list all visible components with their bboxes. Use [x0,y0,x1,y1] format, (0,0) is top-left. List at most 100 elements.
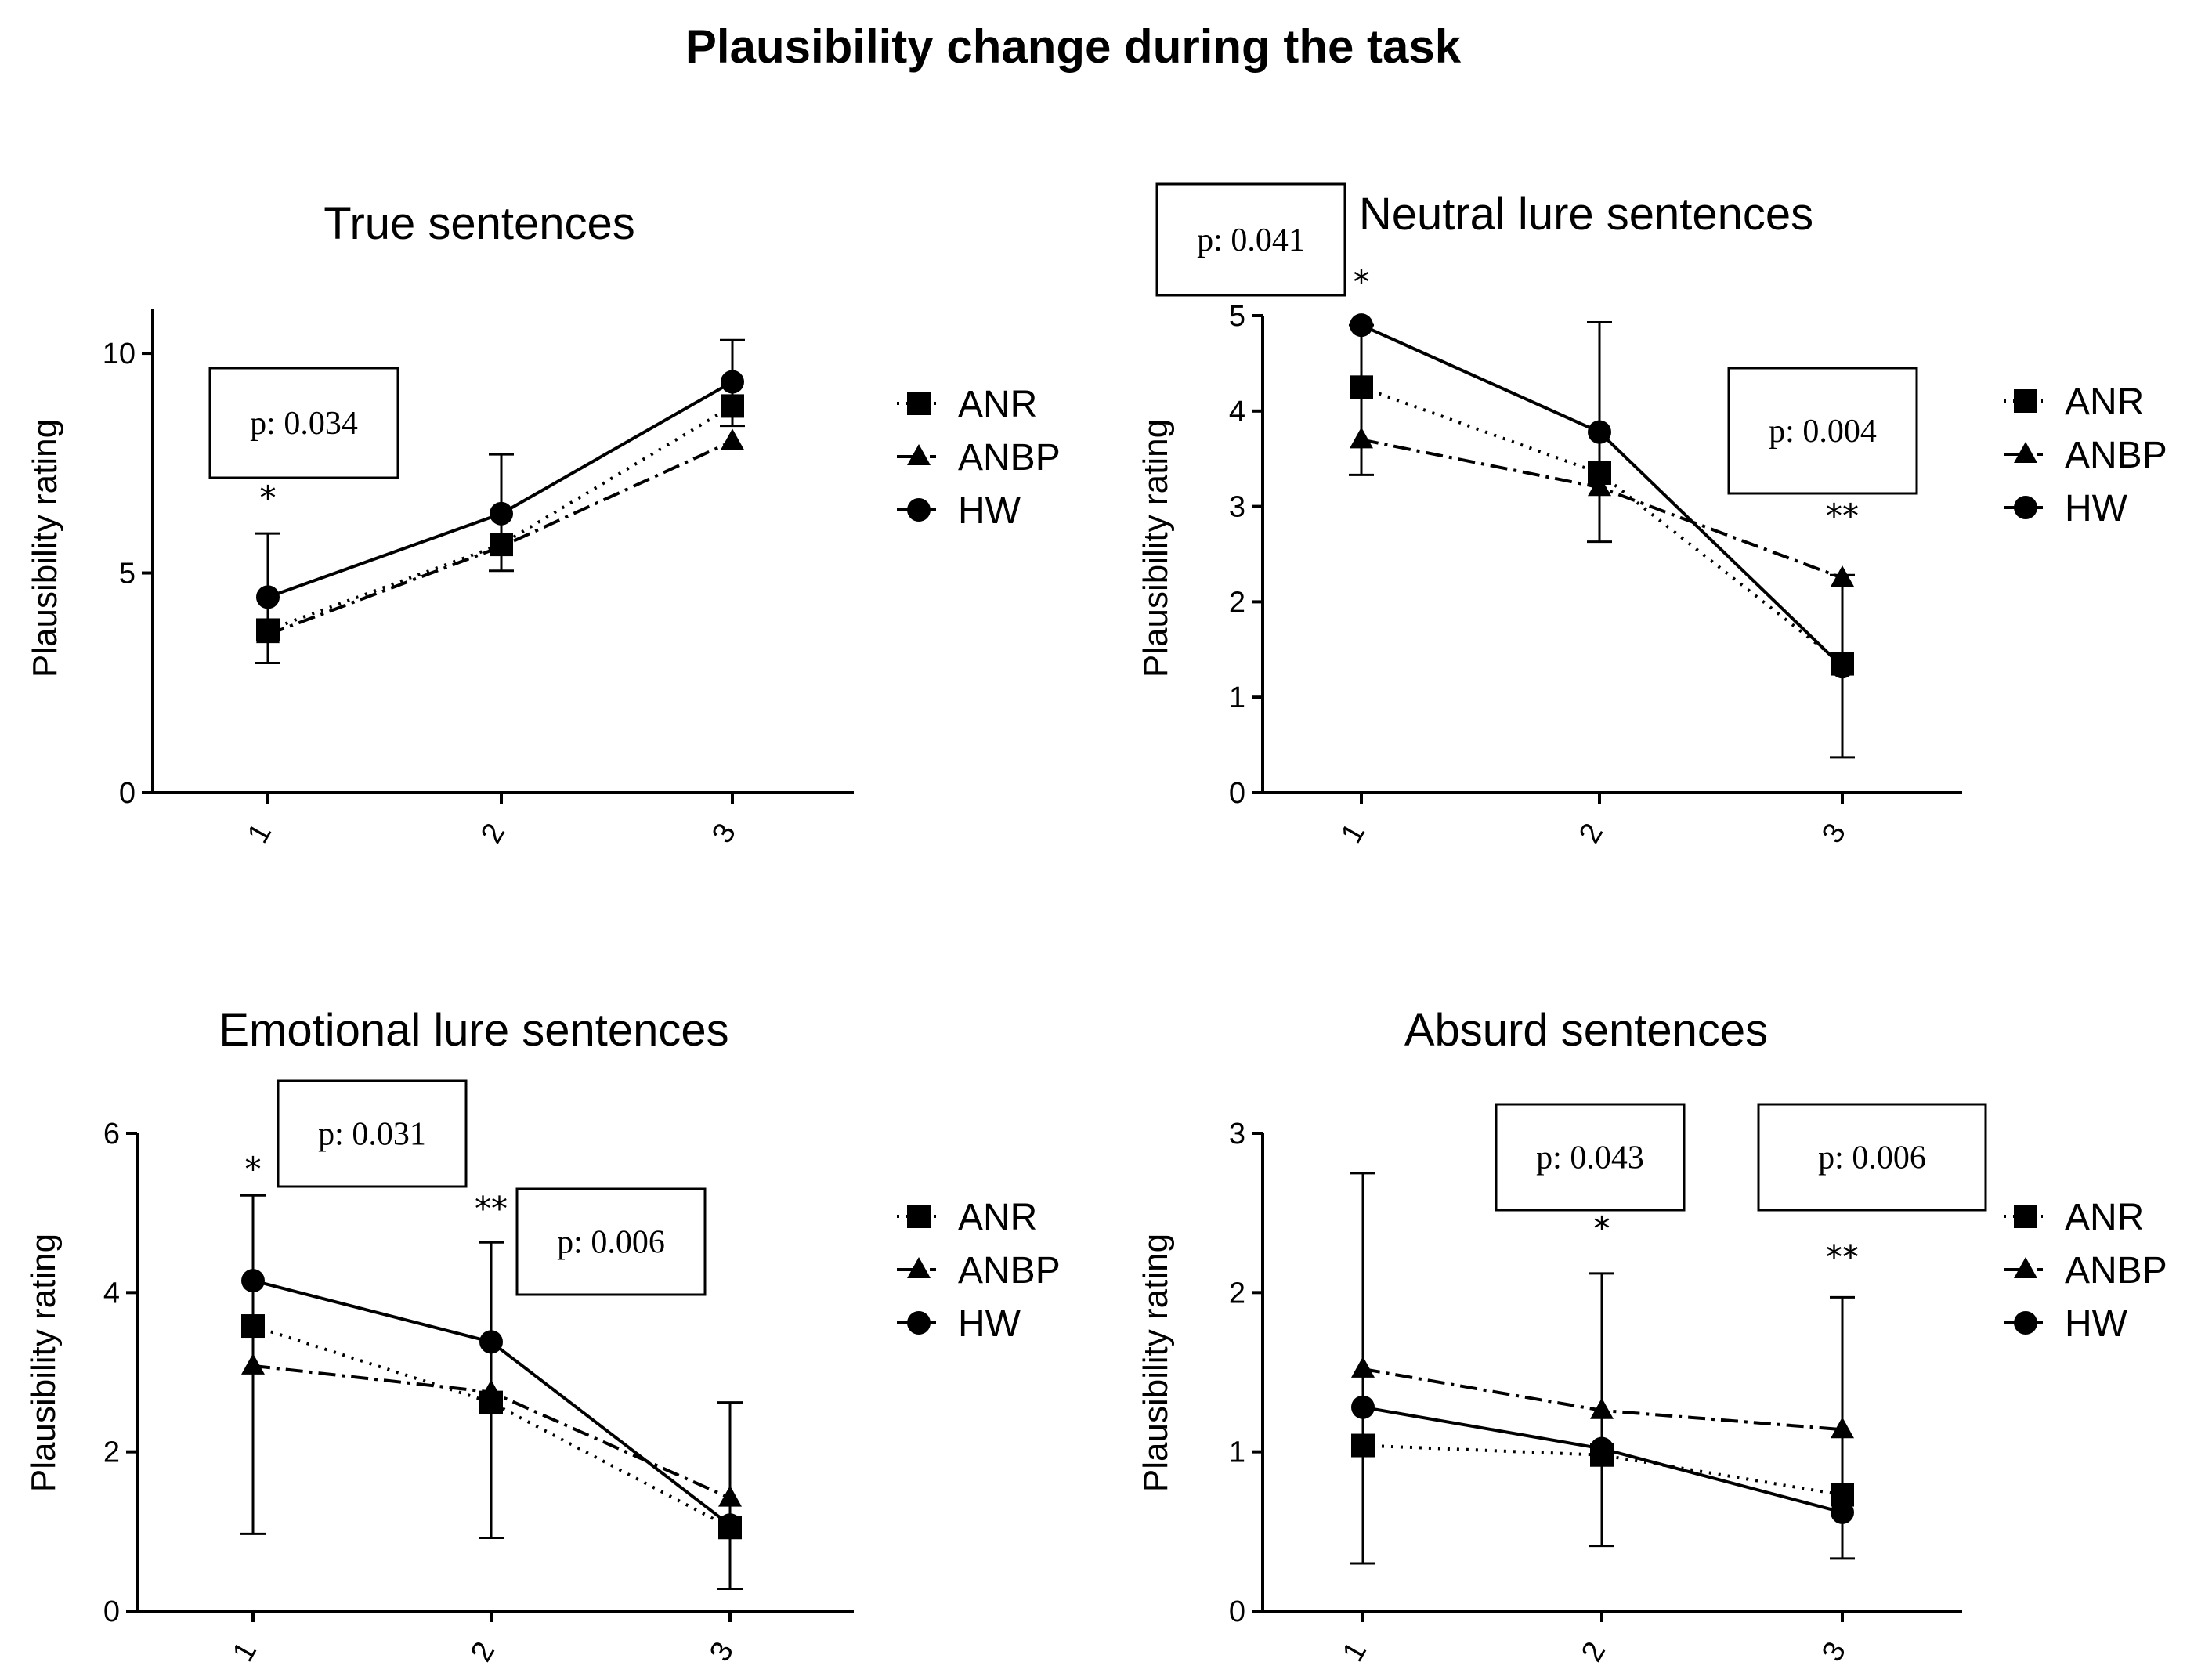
data-point-anr [1351,1434,1375,1458]
legend-marker-anbp [907,444,931,465]
x-tick-label: 3 [703,1636,740,1667]
legend: ANR ANBP HW [897,384,1061,532]
data-point-anbp [721,428,744,450]
data-point-hw [241,1269,265,1292]
data-point-hw [1350,313,1373,337]
legend-label-anr: ANR [958,1197,1037,1238]
y-tick-label: 6 [103,1118,120,1151]
data-point-anbp [1351,1357,1375,1378]
y-tick-label: 3 [1229,1118,1245,1151]
x-tick-label: 1 [1335,818,1372,848]
legend-marker-anbp [2014,1257,2037,1278]
x-tick-label: 2 [1575,1636,1612,1667]
panel-title: Absurd sentences [1404,1005,1768,1056]
panel-true-sentences: True sentences Plausibility rating 0 5 10 1… [26,198,1061,849]
data-point-anr [241,1314,265,1338]
pvalue-label: p: 0.004 [1769,414,1877,450]
legend-marker-anr [2014,389,2037,413]
significance-marker: * [1354,262,1370,301]
pvalue-label: p: 0.006 [557,1225,665,1261]
x-tick-label: 3 [706,818,743,848]
legend-label-anbp: ANBP [2065,435,2167,476]
y-tick-label: 5 [1229,300,1245,333]
y-tick-label: 3 [1229,491,1245,524]
y-tick-label: 5 [119,558,136,591]
x-tick-label: 2 [475,818,511,848]
y-axis-label: Plausibility rating [26,419,64,677]
legend-marker-anr [2014,1205,2037,1228]
legend-label-anr: ANR [2065,1197,2144,1238]
data-point-hw [1831,1501,1854,1524]
y-tick-label: 1 [1229,681,1245,714]
panel-emotional-lure-sentences: Emotional lure sentences Plausibility ra… [24,1005,1061,1667]
y-tick-label: 2 [1229,1277,1245,1310]
legend-marker-hw [907,1311,931,1335]
y-tick-label: 0 [119,777,136,810]
panel-title: True sentences [323,198,635,249]
y-axis-label: Plausibility rating [1137,419,1175,677]
data-point-hw [256,585,280,609]
legend-marker-anr [907,392,931,415]
data-point-hw [1590,1437,1614,1461]
y-tick-label: 4 [103,1277,120,1310]
panel-neutral-lure-sentences: Neutral lure sentences Plausibility rati… [1137,184,2167,849]
legend-label-hw: HW [958,490,1021,532]
pvalue-label: p: 0.034 [250,406,358,442]
x-tick-label: 2 [464,1636,501,1667]
x-tick-label: 3 [1816,818,1852,848]
significance-marker: ** [1826,1238,1859,1277]
significance-marker: * [260,479,277,517]
legend-label-anr: ANR [958,384,1037,425]
x-tick-label: 2 [1573,818,1610,848]
y-tick-label: 0 [1229,1595,1245,1628]
y-axis-label: Plausibility rating [1137,1234,1175,1492]
legend-marker-hw [2014,496,2037,519]
x-tick-label: 1 [226,1636,263,1667]
significance-marker: ** [475,1190,508,1228]
pvalue-label: p: 0.043 [1536,1140,1644,1176]
data-point-hw [1831,655,1854,678]
y-tick-label: 10 [103,338,136,370]
significance-marker: * [245,1150,262,1188]
legend-marker-anbp [907,1257,931,1278]
legend-label-hw: HW [2065,1303,2128,1345]
figure-title: Plausibility change during the task [685,20,1462,73]
panel-absurd-sentences: Absurd sentences Plausibility rating 0 1 2… [1137,1005,2167,1667]
legend-label-anbp: ANBP [958,1250,1061,1292]
data-point-anr [721,394,744,417]
y-tick-label: 2 [1229,586,1245,619]
significance-marker: * [1594,1209,1610,1248]
y-tick-label: 2 [103,1436,120,1469]
legend-marker-hw [907,498,931,522]
significance-marker: ** [1826,497,1859,535]
x-tick-label: 1 [1336,1636,1373,1667]
panel-title: Neutral lure sentences [1359,189,1813,240]
legend-label-anr: ANR [2065,381,2144,423]
pvalue-label: p: 0.041 [1197,222,1305,258]
data-point-anbp [718,1486,742,1507]
legend: ANR ANBP HW [897,1197,1061,1345]
x-tick-label: 3 [1816,1636,1852,1667]
y-tick-label: 0 [1229,777,1245,810]
legend-marker-anr [907,1205,931,1228]
y-tick-label: 4 [1229,396,1245,428]
legend-label-anbp: ANBP [958,437,1061,479]
y-tick-label: 1 [1229,1436,1245,1469]
panel-title: Emotional lure sentences [219,1005,728,1056]
data-point-hw [721,370,744,394]
legend-label-hw: HW [958,1303,1021,1345]
data-point-hw [479,1330,503,1353]
legend-marker-anbp [2014,442,2037,463]
figure: Plausibility change during the task True… [0,0,2194,1680]
data-point-hw [718,1513,742,1537]
legend: ANR ANBP HW [2004,1197,2167,1345]
y-tick-label: 0 [103,1595,120,1628]
data-point-hw [1351,1396,1375,1419]
data-point-hw [1588,421,1611,444]
data-point-anr [1350,375,1373,399]
data-point-anbp [241,1353,265,1375]
data-point-hw [490,502,513,526]
pvalue-label: p: 0.006 [1818,1140,1926,1176]
x-tick-label: 1 [241,818,278,848]
legend-label-hw: HW [2065,488,2128,529]
